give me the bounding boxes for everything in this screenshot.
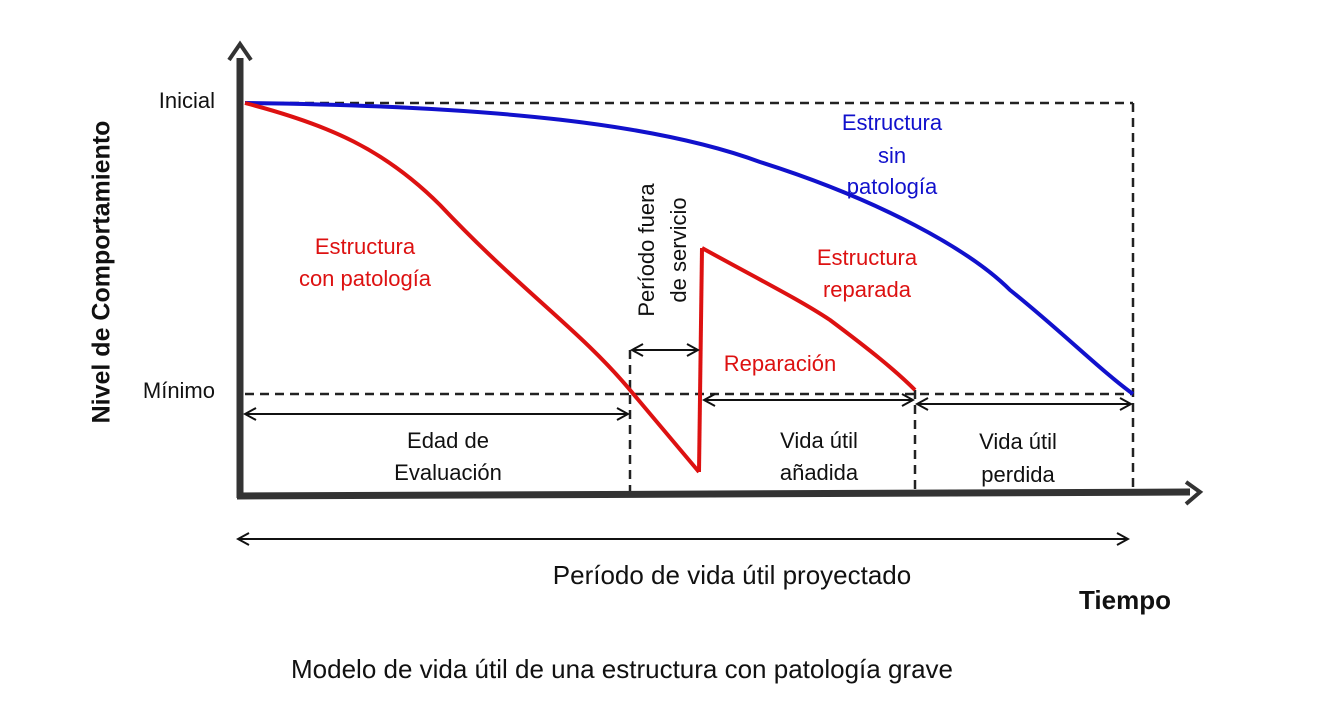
y-tick-minimum: Mínimo	[143, 378, 215, 403]
diagram-title: Modelo de vida útil de una estructura co…	[291, 654, 953, 684]
lost-life-label-line2: perdida	[981, 462, 1055, 487]
healthy-label-line1: Estructura	[842, 110, 943, 135]
x-axis	[236, 488, 1191, 500]
repaired-label-line2: reparada	[823, 277, 912, 302]
repaired-structure-curve	[701, 246, 917, 392]
out-of-service-label-line1: Período fuera	[634, 183, 659, 317]
repair-jump-line	[697, 247, 704, 473]
added-life-label-line1: Vida útil	[780, 428, 858, 453]
out-of-service-label-line2: de servicio	[666, 197, 691, 302]
projected-life-label: Período de vida útil proyectado	[553, 560, 911, 590]
pathology-label-line2: con patología	[299, 266, 432, 291]
pathology-label-line1: Estructura	[315, 234, 416, 259]
healthy-structure-curve	[244, 101, 1135, 396]
healthy-label-line2: sin	[878, 143, 906, 168]
y-axis-arrow	[227, 40, 253, 62]
x-axis-arrow	[1184, 480, 1204, 506]
y-axis-label: Nivel de Comportamiento	[88, 121, 116, 424]
added-life-label-line2: añadida	[780, 460, 859, 485]
repair-label: Reparación	[724, 351, 837, 376]
lost-life-label-line1: Vida útil	[979, 429, 1057, 454]
healthy-label-line3: patología	[847, 174, 938, 199]
axes	[227, 40, 1204, 506]
evaluation-age-label-line1: Edad de	[407, 428, 489, 453]
y-tick-initial: Inicial	[159, 88, 215, 113]
evaluation-age-label-line2: Evaluación	[394, 460, 502, 485]
period-arrows	[238, 350, 1131, 539]
pathology-structure-curve	[244, 101, 701, 474]
repaired-label-line1: Estructura	[817, 245, 918, 270]
x-axis-label: Tiempo	[1079, 585, 1171, 615]
